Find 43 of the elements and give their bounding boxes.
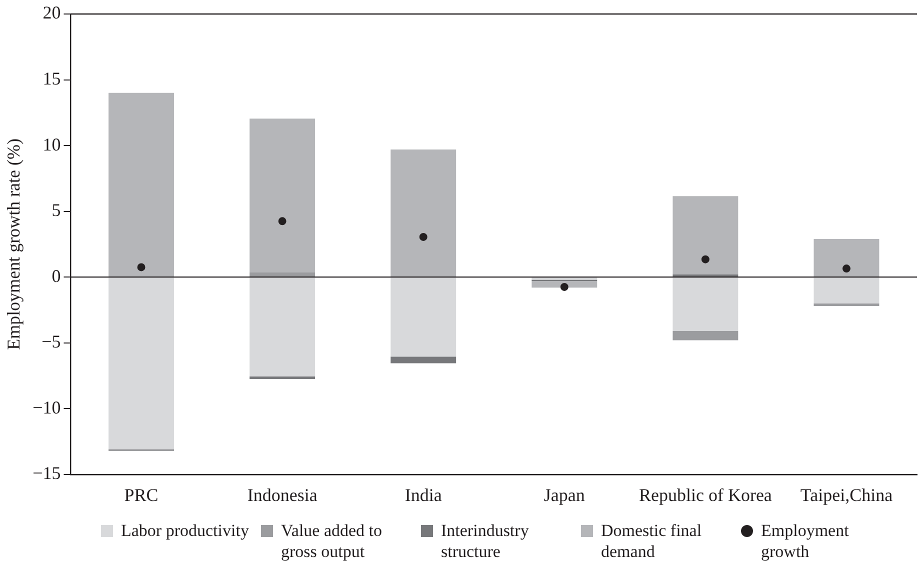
bar xyxy=(672,196,738,274)
bar xyxy=(814,278,880,304)
bar xyxy=(672,278,738,332)
bar xyxy=(814,238,880,277)
bar xyxy=(390,278,456,357)
bar xyxy=(672,331,738,340)
x-tick-label: India xyxy=(404,484,442,505)
x-tick-label: Republic of Korea xyxy=(638,484,772,505)
legend-label: Value added to gross output xyxy=(281,520,384,562)
bar xyxy=(532,281,598,288)
legend-label: Domestic final demand xyxy=(601,520,703,562)
x-tick-label: PRC xyxy=(124,484,158,505)
point xyxy=(701,255,710,264)
x-tick-label: Indonesia xyxy=(247,484,318,505)
x-tick-label: Japan xyxy=(544,484,585,505)
bar xyxy=(390,356,456,364)
bar xyxy=(108,278,174,450)
bar xyxy=(390,149,456,277)
x-tick-label: Taipei,China xyxy=(800,484,893,505)
y-tick-label: 15 xyxy=(42,68,61,89)
bar xyxy=(250,272,316,277)
point xyxy=(278,217,286,226)
y-tick-label: −10 xyxy=(32,397,61,418)
bar xyxy=(108,92,174,277)
bar xyxy=(250,118,316,272)
y-tick-label: 5 xyxy=(52,200,61,220)
point xyxy=(560,282,568,291)
point xyxy=(842,264,850,273)
bar xyxy=(814,303,880,306)
point xyxy=(137,263,146,272)
y-tick-label: 20 xyxy=(42,2,61,23)
y-tick-label: −5 xyxy=(42,332,61,352)
y-tick-label: −15 xyxy=(32,463,61,484)
y-axis-title: Employment growth rate (%) xyxy=(4,138,24,350)
y-tick-label: 0 xyxy=(52,266,61,286)
point xyxy=(419,232,428,241)
bar xyxy=(672,274,738,277)
bar xyxy=(250,278,316,376)
y-tick-label: 10 xyxy=(42,134,61,154)
legend-label: Labor productivity xyxy=(121,520,249,541)
bar xyxy=(250,376,316,380)
legend-label: Interindustry structure xyxy=(441,520,530,562)
legend-label: Employment growth xyxy=(761,520,850,562)
